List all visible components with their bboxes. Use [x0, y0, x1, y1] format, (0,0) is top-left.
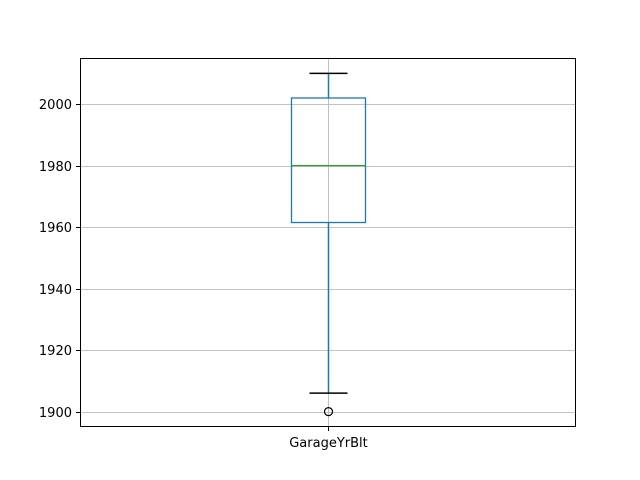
y-tick-label: 1900: [39, 406, 72, 421]
data-layer: [290, 72, 367, 417]
plot-frame: [80, 58, 576, 427]
x-tick-label: GarageYrBlt: [289, 436, 368, 451]
outlier-point: [323, 407, 334, 417]
y-tick-label: 1940: [39, 283, 72, 298]
y-tick-label: 1920: [39, 344, 72, 359]
y-tick-label: 1980: [39, 160, 72, 175]
axis-layer: 1900 1920 1940 1960 1980 2000 GarageYrBlt: [39, 98, 368, 451]
y-tick-label: 2000: [39, 98, 72, 113]
iqr-box: [290, 97, 367, 224]
y-tick-label: 1960: [39, 221, 72, 236]
